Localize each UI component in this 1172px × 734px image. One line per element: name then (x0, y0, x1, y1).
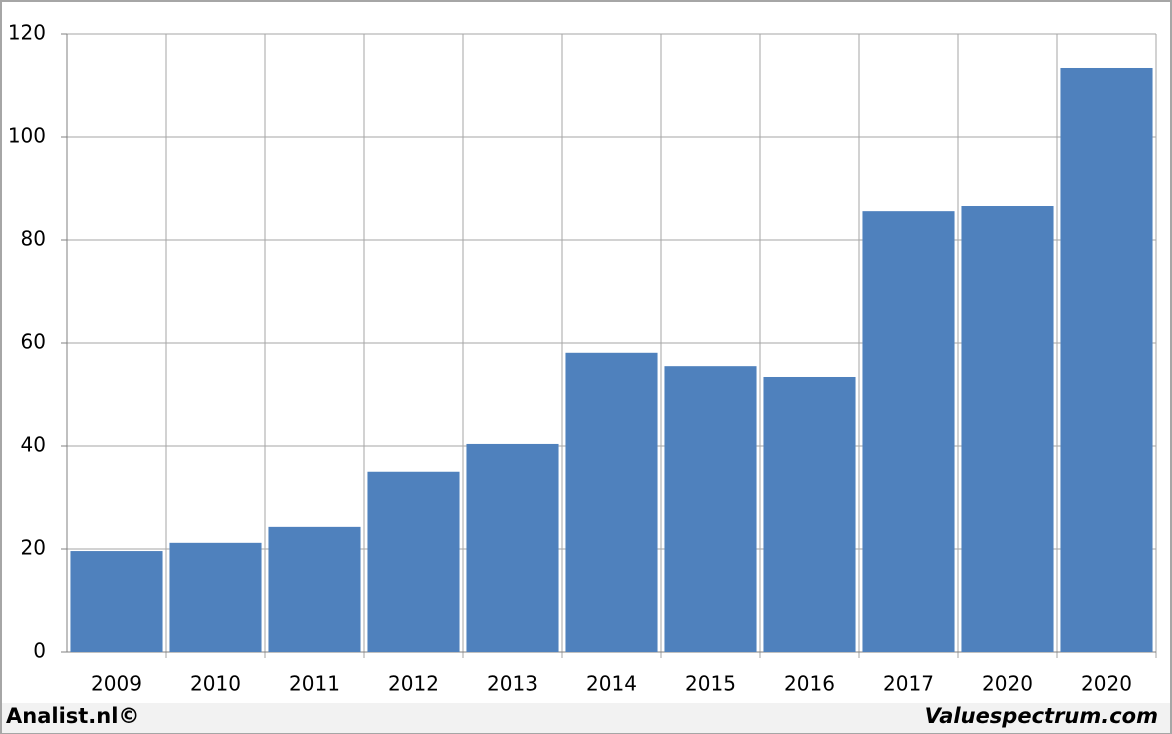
x-tick-label: 2014 (586, 672, 637, 696)
y-tick-label: 0 (33, 639, 46, 663)
y-tick-label: 60 (21, 330, 46, 354)
footer-band (2, 703, 1170, 733)
bar (466, 443, 559, 652)
x-tick-label: 2010 (190, 672, 241, 696)
y-tick-label: 120 (8, 21, 46, 45)
bar (664, 366, 757, 652)
y-tick-label: 40 (21, 433, 46, 457)
bar (763, 376, 856, 652)
bar (70, 551, 163, 652)
bar (961, 206, 1054, 652)
x-tick-label: 2011 (289, 672, 340, 696)
x-tick-label: 2012 (388, 672, 439, 696)
bar (268, 526, 361, 652)
bar (565, 352, 658, 652)
bar (367, 471, 460, 652)
bar (1060, 67, 1153, 653)
x-tick-label: 2015 (685, 672, 736, 696)
source-right: Valuespectrum.com (925, 704, 1158, 728)
bar (862, 211, 955, 652)
x-tick-label: 2020 (982, 672, 1033, 696)
y-tick-label: 80 (21, 227, 46, 251)
x-tick-label: 2009 (91, 672, 142, 696)
y-tick-label: 20 (21, 536, 46, 560)
x-tick-label: 2020 (1081, 672, 1132, 696)
source-left: Analist.nl© (6, 704, 139, 728)
bar (169, 542, 262, 652)
x-tick-label: 2016 (784, 672, 835, 696)
y-tick-label: 100 (8, 124, 46, 148)
x-tick-label: 2013 (487, 672, 538, 696)
x-tick-label: 2017 (883, 672, 934, 696)
